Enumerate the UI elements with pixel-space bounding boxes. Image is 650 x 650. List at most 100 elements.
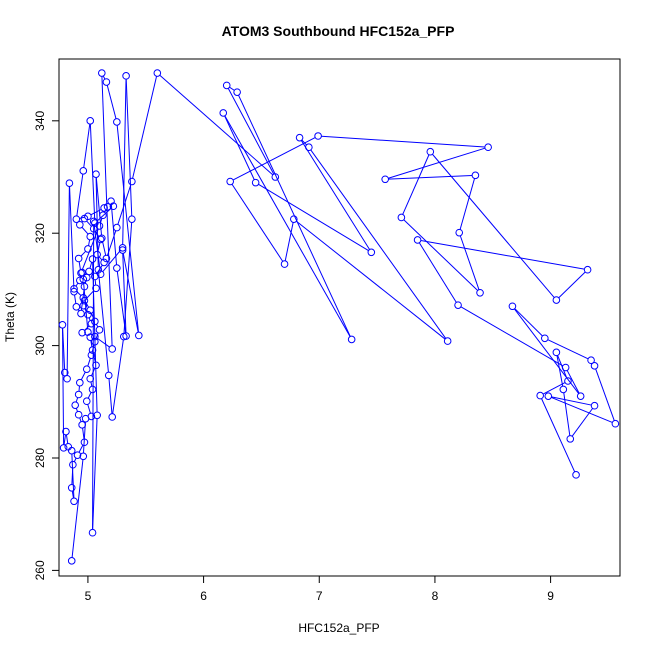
series-segment	[106, 85, 117, 119]
data-point	[87, 412, 96, 421]
series-segment	[388, 174, 473, 180]
data-point	[79, 167, 88, 175]
data-point	[78, 268, 86, 277]
series-segment	[84, 300, 90, 308]
series-segment	[79, 417, 82, 422]
y-tick-label: 340	[33, 110, 47, 130]
data-point	[74, 410, 83, 419]
data-point	[78, 421, 86, 429]
y-axis-label: Theta (K)	[3, 292, 17, 342]
data-point	[86, 374, 95, 383]
series-segment	[571, 408, 594, 437]
data-point	[119, 332, 128, 341]
series-segment	[310, 149, 447, 339]
series-segment	[388, 147, 486, 179]
series-segment	[418, 242, 457, 303]
data-point	[381, 175, 389, 184]
data-point	[64, 442, 73, 451]
y-tick-label: 300	[33, 335, 47, 355]
data-point	[88, 528, 97, 537]
data-point	[559, 385, 568, 394]
series-segment	[123, 222, 133, 334]
data-point	[79, 452, 88, 461]
data-point	[92, 361, 100, 370]
data-point	[86, 117, 95, 125]
data-point	[251, 178, 260, 187]
series-segment	[558, 271, 586, 299]
data-point	[454, 301, 462, 309]
data-point	[89, 217, 98, 226]
series-segment	[74, 294, 77, 304]
series-segment	[86, 220, 92, 227]
data-point	[118, 246, 127, 254]
data-point	[79, 294, 88, 302]
data-point	[100, 204, 108, 212]
data-point	[107, 197, 115, 205]
data-point	[561, 363, 570, 372]
data-point	[71, 401, 79, 409]
data-point	[295, 133, 304, 142]
data-point	[74, 254, 83, 263]
data-point	[226, 177, 234, 186]
data-point	[86, 333, 95, 341]
series-line	[62, 74, 615, 558]
series-segment	[563, 392, 571, 436]
series-segment	[296, 220, 446, 340]
data-point	[572, 471, 580, 479]
series-segment	[301, 139, 307, 146]
series-segment	[92, 418, 98, 530]
series-segment	[231, 183, 284, 262]
x-tick-label: 9	[547, 589, 554, 603]
series-segment	[514, 308, 543, 337]
series-segment	[420, 240, 585, 270]
x-tick-label: 5	[85, 589, 92, 603]
series-segment	[82, 428, 85, 440]
data-point	[82, 397, 91, 406]
data-point	[280, 260, 289, 268]
data-point	[76, 378, 84, 387]
data-point	[70, 285, 78, 293]
data-point	[103, 202, 112, 211]
data-point	[62, 427, 70, 436]
data-point	[541, 334, 549, 343]
data-point	[113, 264, 121, 272]
series-segment	[224, 115, 351, 337]
data-point	[552, 348, 561, 357]
series-segment	[98, 272, 109, 373]
data-point	[611, 419, 620, 428]
series-segment	[232, 137, 316, 181]
series-segment	[95, 177, 102, 236]
data-point	[85, 267, 93, 276]
data-point	[88, 385, 97, 394]
series-segment	[89, 124, 96, 220]
series-segment	[62, 328, 65, 445]
data-point	[397, 213, 406, 222]
data-point	[443, 337, 452, 345]
data-point	[219, 109, 228, 117]
series-segment	[542, 382, 566, 395]
series-segment	[80, 250, 86, 257]
data-point	[108, 345, 117, 353]
series-segment	[108, 378, 113, 414]
series-segment	[117, 184, 132, 225]
data-point	[65, 179, 74, 187]
data-point	[94, 265, 103, 274]
data-point	[426, 147, 435, 156]
data-point	[77, 309, 85, 318]
data-point	[87, 351, 96, 359]
data-point	[108, 413, 117, 421]
series-segment	[78, 444, 84, 453]
data-point	[91, 332, 99, 341]
data-point	[590, 401, 599, 410]
data-point	[552, 296, 561, 304]
series-segment	[76, 174, 84, 216]
series-segment	[95, 332, 99, 339]
data-point	[271, 173, 280, 181]
data-point	[128, 177, 136, 186]
series-segment	[94, 279, 97, 286]
series-segment	[66, 186, 70, 376]
data-point	[347, 335, 356, 344]
series-segment	[87, 404, 91, 414]
data-point	[67, 557, 76, 565]
series-segment	[80, 289, 85, 311]
